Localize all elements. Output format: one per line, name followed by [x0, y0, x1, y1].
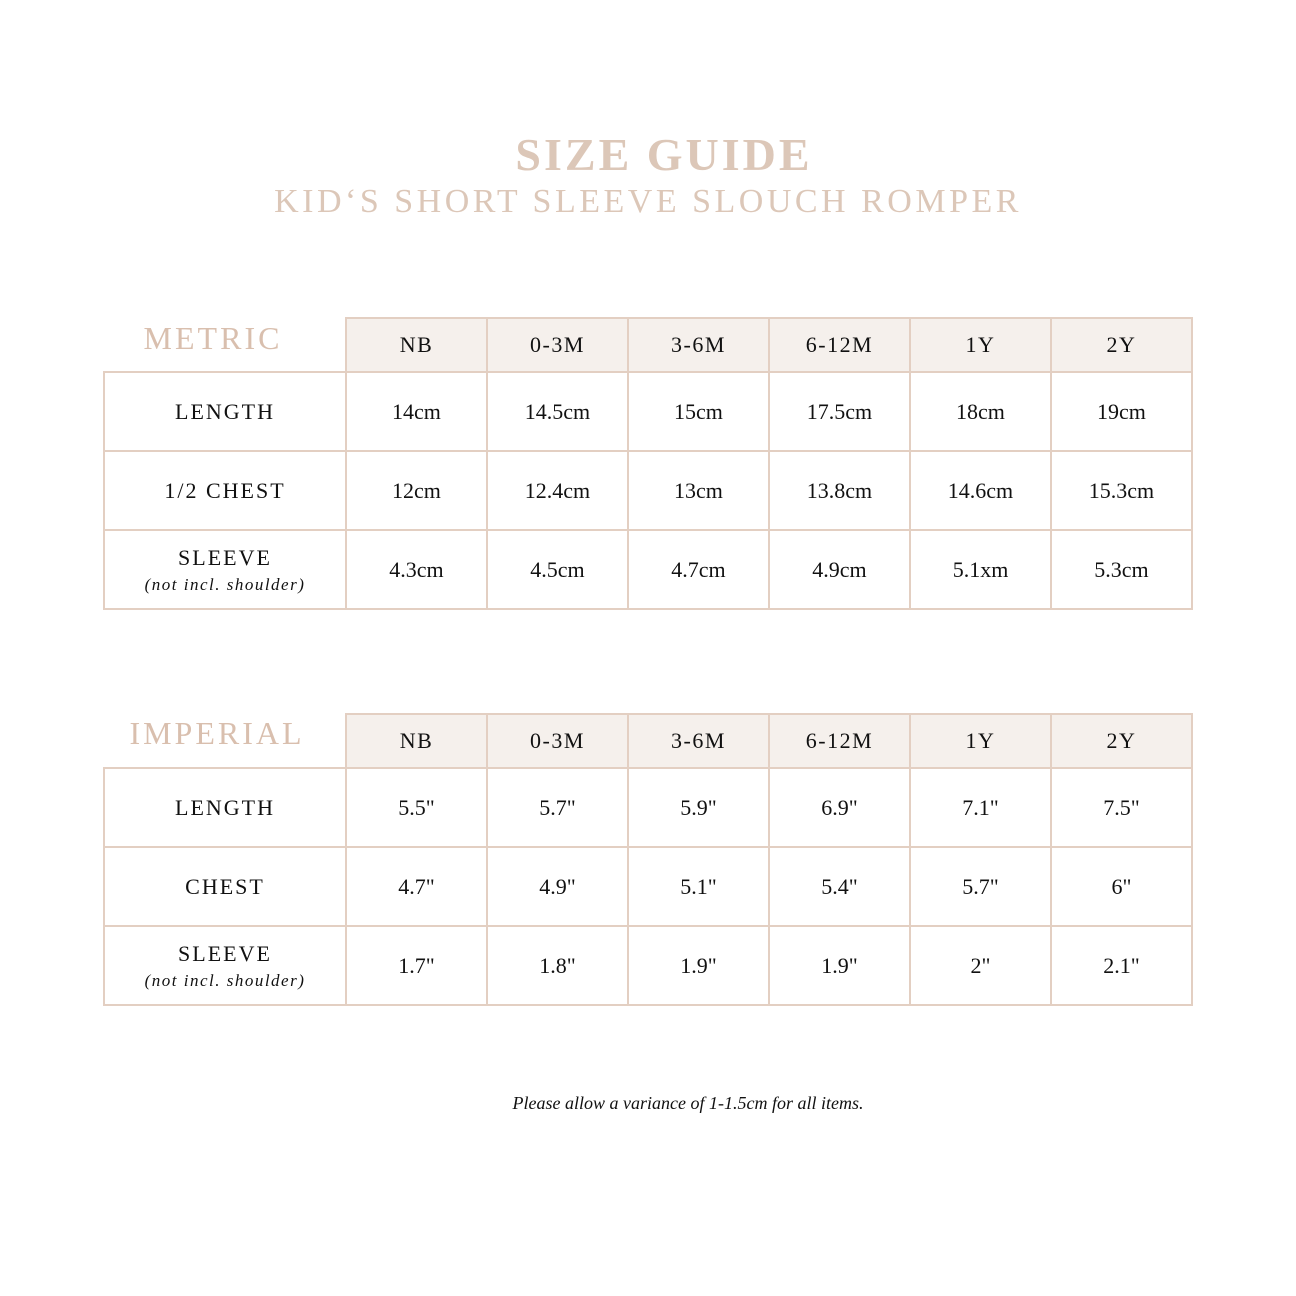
size-header: 2Y — [1050, 713, 1193, 769]
table-row: LENGTH 14cm 14.5cm 15cm 17.5cm 18cm 19cm — [103, 371, 1193, 452]
row-label-text: SLEEVE — [178, 940, 272, 966]
measurement-cell: 6.9" — [768, 767, 911, 848]
row-label: LENGTH — [103, 767, 347, 848]
measurement-cell: 1.7" — [345, 925, 488, 1006]
measurement-cell: 14.5cm — [486, 371, 629, 452]
imperial-label: IMPERIAL — [129, 715, 305, 751]
row-label-text: 1/2 CHEST — [164, 477, 286, 503]
measurement-cell: 5.3cm — [1050, 529, 1193, 610]
size-header: 6-12M — [768, 713, 911, 769]
row-label-note: (not incl. shoulder) — [144, 574, 306, 594]
row-label-note: (not incl. shoulder) — [144, 970, 306, 990]
blank-cell — [104, 714, 347, 769]
measurement-cell: 18cm — [909, 371, 1052, 452]
measurement-cell: 13.8cm — [768, 450, 911, 531]
measurement-cell: 1.9" — [627, 925, 770, 1006]
measurement-cell: 5.5" — [345, 767, 488, 848]
size-header: 6-12M — [768, 317, 911, 373]
table-row: CHEST 4.7" 4.9" 5.1" 5.4" 5.7" 6" — [103, 846, 1193, 927]
size-header: 1Y — [909, 317, 1052, 373]
size-header: 0-3M — [486, 317, 629, 373]
measurement-cell: 5.9" — [627, 767, 770, 848]
size-header: 2Y — [1050, 317, 1193, 373]
size-header: 1Y — [909, 713, 1052, 769]
size-header: 3-6M — [627, 713, 770, 769]
row-label: CHEST — [103, 846, 347, 927]
page-title: SIZE GUIDE — [515, 129, 813, 180]
measurement-cell: 4.7" — [345, 846, 488, 927]
imperial-table: NB 0-3M 3-6M 6-12M 1Y 2Y LENGTH 5.5" 5.7" 5.9" 6.9… — [103, 713, 1193, 1006]
measurement-cell: 14.6cm — [909, 450, 1052, 531]
row-label: 1/2 CHEST — [103, 450, 347, 531]
table-row: SLEEVE (not incl. shoulder) 4.3cm 4.5cm 4.7c… — [103, 529, 1193, 610]
size-header: NB — [345, 317, 488, 373]
measurement-cell: 14cm — [345, 371, 488, 452]
measurement-cell: 19cm — [1050, 371, 1193, 452]
measurement-cell: 15cm — [627, 371, 770, 452]
measurement-cell: 6" — [1050, 846, 1193, 927]
measurement-cell: 1.9" — [768, 925, 911, 1006]
row-label: SLEEVE (not incl. shoulder) — [103, 529, 347, 610]
measurement-cell: 2" — [909, 925, 1052, 1006]
measurement-cell: 15.3cm — [1050, 450, 1193, 531]
row-label: SLEEVE (not incl. shoulder) — [103, 925, 347, 1006]
measurement-cell: 2.1" — [1050, 925, 1193, 1006]
row-label-text: CHEST — [185, 873, 265, 899]
metric-table: NB 0-3M 3-6M 6-12M 1Y 2Y LENGTH 14cm 14.5cm 15cm 1… — [103, 317, 1193, 610]
measurement-cell: 4.5cm — [486, 529, 629, 610]
measurement-cell: 7.5" — [1050, 767, 1193, 848]
header-row: NB 0-3M 3-6M 6-12M 1Y 2Y — [104, 713, 1193, 769]
measurement-cell: 1.8" — [486, 925, 629, 1006]
header-row: NB 0-3M 3-6M 6-12M 1Y 2Y — [104, 317, 1193, 373]
page-subtitle: KID‘S SHORT SLEEVE SLOUCH ROMPER — [274, 183, 1022, 220]
measurement-cell: 4.7cm — [627, 529, 770, 610]
table-row: 1/2 CHEST 12cm 12.4cm 13cm 13.8cm 14.6cm 15.3c… — [103, 450, 1193, 531]
table-row: LENGTH 5.5" 5.7" 5.9" 6.9" 7.1" 7.5" — [103, 767, 1193, 848]
measurement-cell: 12.4cm — [486, 450, 629, 531]
blank-cell — [104, 318, 347, 373]
measurement-cell: 5.4" — [768, 846, 911, 927]
measurement-cell: 5.1" — [627, 846, 770, 927]
row-label-text: LENGTH — [175, 794, 275, 820]
measurement-cell: 5.7" — [486, 767, 629, 848]
size-header: 0-3M — [486, 713, 629, 769]
measurement-cell: 5.7" — [909, 846, 1052, 927]
row-label-text: SLEEVE — [178, 544, 272, 570]
measurement-cell: 5.1xm — [909, 529, 1052, 610]
measurement-cell: 7.1" — [909, 767, 1052, 848]
measurement-cell: 4.9" — [486, 846, 629, 927]
measurement-cell: 4.9cm — [768, 529, 911, 610]
size-header: 3-6M — [627, 317, 770, 373]
measurement-cell: 12cm — [345, 450, 488, 531]
measurement-cell: 13cm — [627, 450, 770, 531]
row-label: LENGTH — [103, 371, 347, 452]
row-label-text: LENGTH — [175, 398, 275, 424]
metric-label: METRIC — [143, 320, 283, 356]
table-row: SLEEVE (not incl. shoulder) 1.7" 1.8" 1.9" 1.… — [103, 925, 1193, 1006]
measurement-cell: 17.5cm — [768, 371, 911, 452]
measurement-cell: 4.3cm — [345, 529, 488, 610]
variance-note: Please allow a variance of 1-1.5cm for a… — [512, 1093, 864, 1113]
size-header: NB — [345, 713, 488, 769]
